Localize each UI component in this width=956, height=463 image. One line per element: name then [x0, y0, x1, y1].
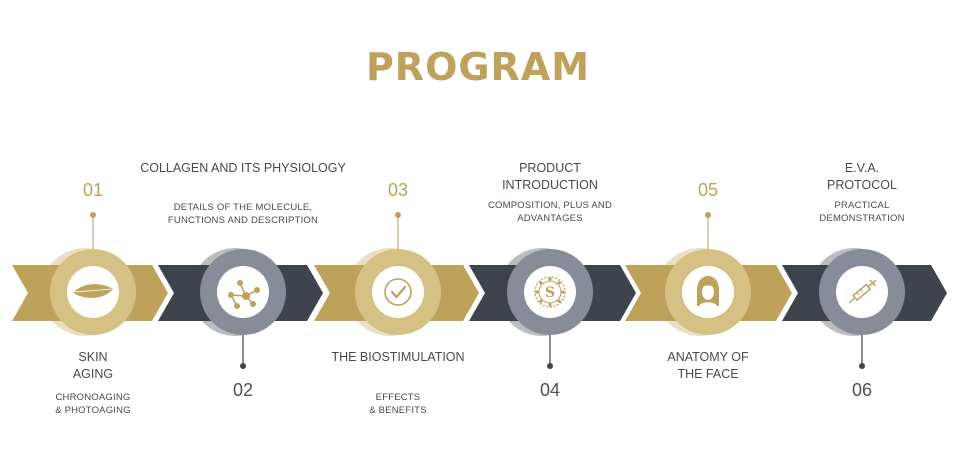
step-title-04: PRODUCT INTRODUCTION [502, 161, 598, 192]
node-core [524, 266, 576, 318]
connector-05 [705, 212, 711, 252]
step-subtitle-03: EFFECTS & BENEFITS [369, 392, 427, 416]
step-node-03 [346, 248, 441, 336]
node-core [372, 266, 424, 318]
step-subtitle-06: PRACTICAL DEMONSTRATION [819, 200, 905, 224]
connector-01 [90, 212, 96, 252]
connector-02 [240, 333, 246, 369]
step-number-02: 02 [232, 380, 254, 400]
node-core [836, 266, 888, 318]
step-title-02: COLLAGEN AND ITS PHYSIOLOGY [140, 161, 346, 175]
step-number-05: 05 [697, 180, 719, 200]
seal-letter: S [545, 285, 555, 301]
molecule-icon [228, 280, 260, 309]
step-node-05 [656, 248, 751, 336]
lips-icon [73, 284, 113, 298]
face-icon [697, 276, 719, 306]
syringe-icon [848, 279, 877, 304]
page-title: PROGRAM [365, 45, 591, 89]
step-number-06: 06 [851, 380, 873, 400]
check-circle-icon [384, 278, 412, 306]
step-number-03: 03 [387, 180, 409, 200]
step-node-02 [191, 248, 286, 336]
step-title-03: THE BIOSTIMULATION [331, 350, 465, 364]
step-subtitle-04: COMPOSITION, PLUS AND ADVANTAGES [487, 200, 613, 224]
step-subtitle-01: CHRONOAGING & PHOTOAGING [55, 392, 131, 416]
node-core [217, 266, 269, 318]
step-subtitle-02: DETAILS OF THE MOLECULE, FUNCTIONS AND D… [167, 202, 319, 226]
step-title-05: ANATOMY OF THE FACE [667, 350, 749, 381]
step-title-06: E.V.A. PROTOCOL [827, 161, 897, 192]
step-node-01 [41, 248, 136, 336]
connector-03 [395, 212, 401, 252]
connector-06 [859, 333, 865, 369]
step-number-01: 01 [82, 180, 104, 200]
step-node-06 [810, 248, 905, 336]
connector-04 [547, 333, 553, 369]
brand-seal-icon: S [534, 276, 566, 308]
step-number-04: 04 [539, 380, 561, 400]
step-title-01: SKIN AGING [72, 350, 114, 381]
step-node-04: S [498, 248, 593, 336]
